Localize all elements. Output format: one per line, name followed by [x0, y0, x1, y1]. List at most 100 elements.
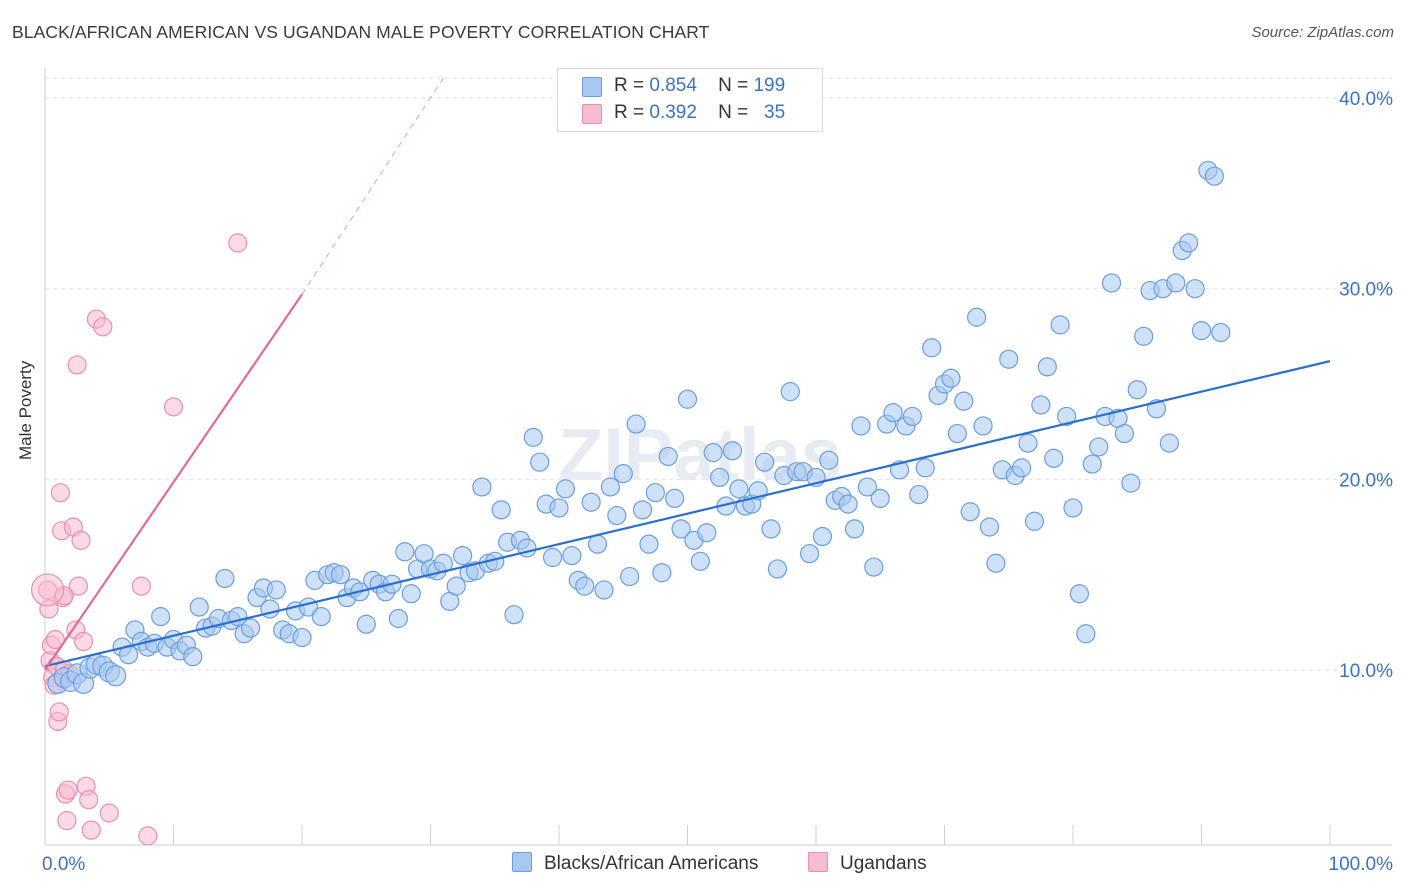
watermark: ZIPatlas [558, 413, 842, 496]
blacks-trend-line [44, 360, 1331, 668]
blacks-point [1011, 458, 1032, 478]
ugandans-point [58, 780, 78, 800]
blacks-point [844, 519, 865, 539]
blacks-point [812, 526, 833, 547]
legend-r-label: R = [614, 102, 645, 123]
bottom-legend-swatch-ugandans [808, 852, 828, 872]
blacks-point [652, 563, 672, 583]
legend-r-label: R = [614, 75, 645, 96]
bottom-legend-swatch-blacks [512, 852, 532, 872]
blacks-point [703, 443, 723, 463]
blacks-point [671, 519, 691, 539]
blacks-point [388, 608, 408, 629]
ugandans-point [99, 803, 119, 823]
legend-swatch-ugandans [582, 104, 602, 124]
ugandans-point [163, 397, 184, 417]
blacks-points [47, 160, 1231, 694]
blacks-point [594, 580, 614, 600]
legend-n-value: 199 [753, 75, 786, 96]
blacks-point [311, 607, 331, 627]
blacks-point [1050, 315, 1070, 335]
ugandans-point [68, 576, 89, 596]
legend-swatch-blacks [582, 77, 602, 97]
blacks-point [722, 441, 743, 461]
blacks-point [330, 565, 351, 585]
blacks-point [1159, 433, 1179, 453]
blacks-point [504, 605, 524, 625]
blacks-point [542, 547, 563, 568]
bottom-legend-label-ugandans: Ugandans [840, 853, 927, 874]
chart-title: BLACK/AFRICAN AMERICAN VS UGANDAN MALE P… [12, 22, 710, 42]
blacks-point [401, 584, 421, 604]
blacks-point [215, 568, 235, 589]
ugandans-points [30, 233, 248, 846]
legend-n-value: 35 [764, 102, 786, 123]
legend-r-value: 0.392 [649, 102, 697, 123]
blacks-point [600, 477, 621, 497]
blacks-point [973, 416, 993, 436]
blacks-point [626, 414, 646, 434]
blacks-point [954, 391, 974, 411]
blacks-point [1121, 473, 1141, 493]
blacks-point [1063, 498, 1083, 518]
blacks-point [151, 607, 171, 627]
blacks-point [189, 597, 209, 617]
blacks-point [632, 500, 653, 520]
blacks-point [645, 483, 665, 503]
blacks-point [562, 545, 582, 566]
blacks-point [838, 494, 858, 514]
bottom-legend-ugandans: Ugandans [808, 852, 927, 875]
blacks-point [979, 517, 1000, 537]
blacks-point [555, 479, 576, 499]
blacks-point [613, 464, 633, 484]
blacks-point [549, 498, 569, 518]
blacks-point [1211, 322, 1231, 343]
blacks-point [780, 382, 800, 402]
trend-lines [44, 77, 1331, 671]
ugandans-point [93, 317, 113, 337]
ugandans-point [57, 811, 77, 831]
blacks-point [1166, 273, 1186, 293]
blacks-point [819, 450, 839, 470]
blacks-point [1127, 380, 1147, 400]
blacks-point [1082, 454, 1102, 474]
blacks-point [1056, 406, 1077, 427]
ugandans-point [79, 790, 99, 810]
y-tick-label: 30.0% [1339, 280, 1393, 301]
x-tick-label: 100.0% [1329, 854, 1394, 875]
blacks-point [105, 665, 127, 687]
ugandans-point [81, 820, 101, 840]
bottom-legend-blacks: Blacks/African Americans [512, 852, 758, 875]
blacks-point [1101, 273, 1122, 293]
blacks-point [851, 416, 871, 436]
ugandans-point [67, 355, 87, 375]
blacks-point [967, 307, 987, 327]
y-tick-label: 40.0% [1339, 89, 1393, 110]
blacks-point [767, 559, 788, 579]
blacks-point [1089, 437, 1109, 457]
blacks-point [883, 403, 903, 423]
axes [44, 68, 1392, 846]
blacks-point [986, 553, 1006, 573]
blacks-point [1018, 433, 1038, 453]
blacks-point [575, 576, 595, 596]
blacks-point [472, 477, 492, 497]
blacks-point [1037, 357, 1057, 377]
blacks-point [941, 368, 961, 388]
bottom-legend-label-blacks: Blacks/African Americans [544, 853, 759, 874]
legend-n-label: N = [718, 75, 749, 96]
blacks-point [1031, 395, 1051, 415]
blacks-point [1024, 511, 1045, 531]
blacks-point [960, 502, 980, 522]
blacks-point [754, 452, 775, 472]
blacks-point [915, 458, 935, 478]
blacks-point [909, 484, 929, 505]
tick-labels: 10.0% 20.0% 30.0% 40.0% 0.0% 100.0% [42, 89, 1393, 875]
blacks-point [947, 423, 967, 444]
blacks-point [620, 566, 640, 587]
legend-r-value: 0.854 [649, 75, 697, 96]
blacks-point [395, 542, 415, 562]
blacks-point [607, 505, 627, 526]
blacks-point [523, 427, 543, 447]
